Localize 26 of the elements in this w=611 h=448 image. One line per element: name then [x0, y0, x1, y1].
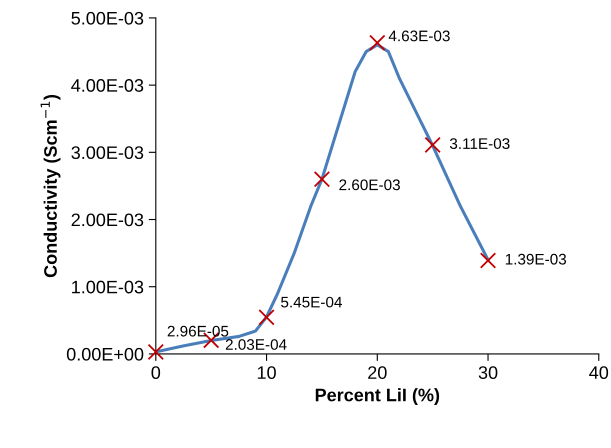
y-tick-label: 4.00E-03	[71, 79, 144, 92]
point	[148, 344, 164, 360]
point	[480, 252, 496, 269]
x-tick-label: 30	[478, 366, 498, 379]
point	[424, 136, 441, 154]
y-tick-label: 5.00E-03	[71, 12, 144, 25]
data-label: 3.11E-03	[450, 138, 510, 150]
y-tick-label: 1.00E-03	[72, 280, 144, 294]
x-tick-label: 40	[589, 366, 608, 379]
data-label: 2.60E-03	[339, 179, 400, 190]
data-label: 4.63E-03	[388, 30, 450, 42]
y-tick-label: 3.00E-03	[71, 146, 144, 160]
x-tick-label: 20	[368, 366, 387, 379]
data-label: 1.39E-03	[506, 254, 566, 265]
data-label: 5.45E-04	[281, 296, 342, 308]
data-label: 2.03E-04	[226, 339, 287, 350]
y-tick-label: 2.00E-03	[72, 213, 144, 226]
y-axis-title: Conductivity (Scm$^{−1}$)	[40, 94, 60, 278]
x-tick-label: 0	[151, 366, 160, 379]
point	[258, 309, 275, 326]
point	[369, 34, 386, 51]
x-axis-title: Percent LiI (%)	[316, 388, 440, 405]
x-tick-label: 10	[258, 366, 276, 379]
point	[314, 171, 330, 188]
y-tick-label: 0.00E+00	[66, 348, 144, 361]
data-label: 2.96E-05	[168, 326, 228, 337]
